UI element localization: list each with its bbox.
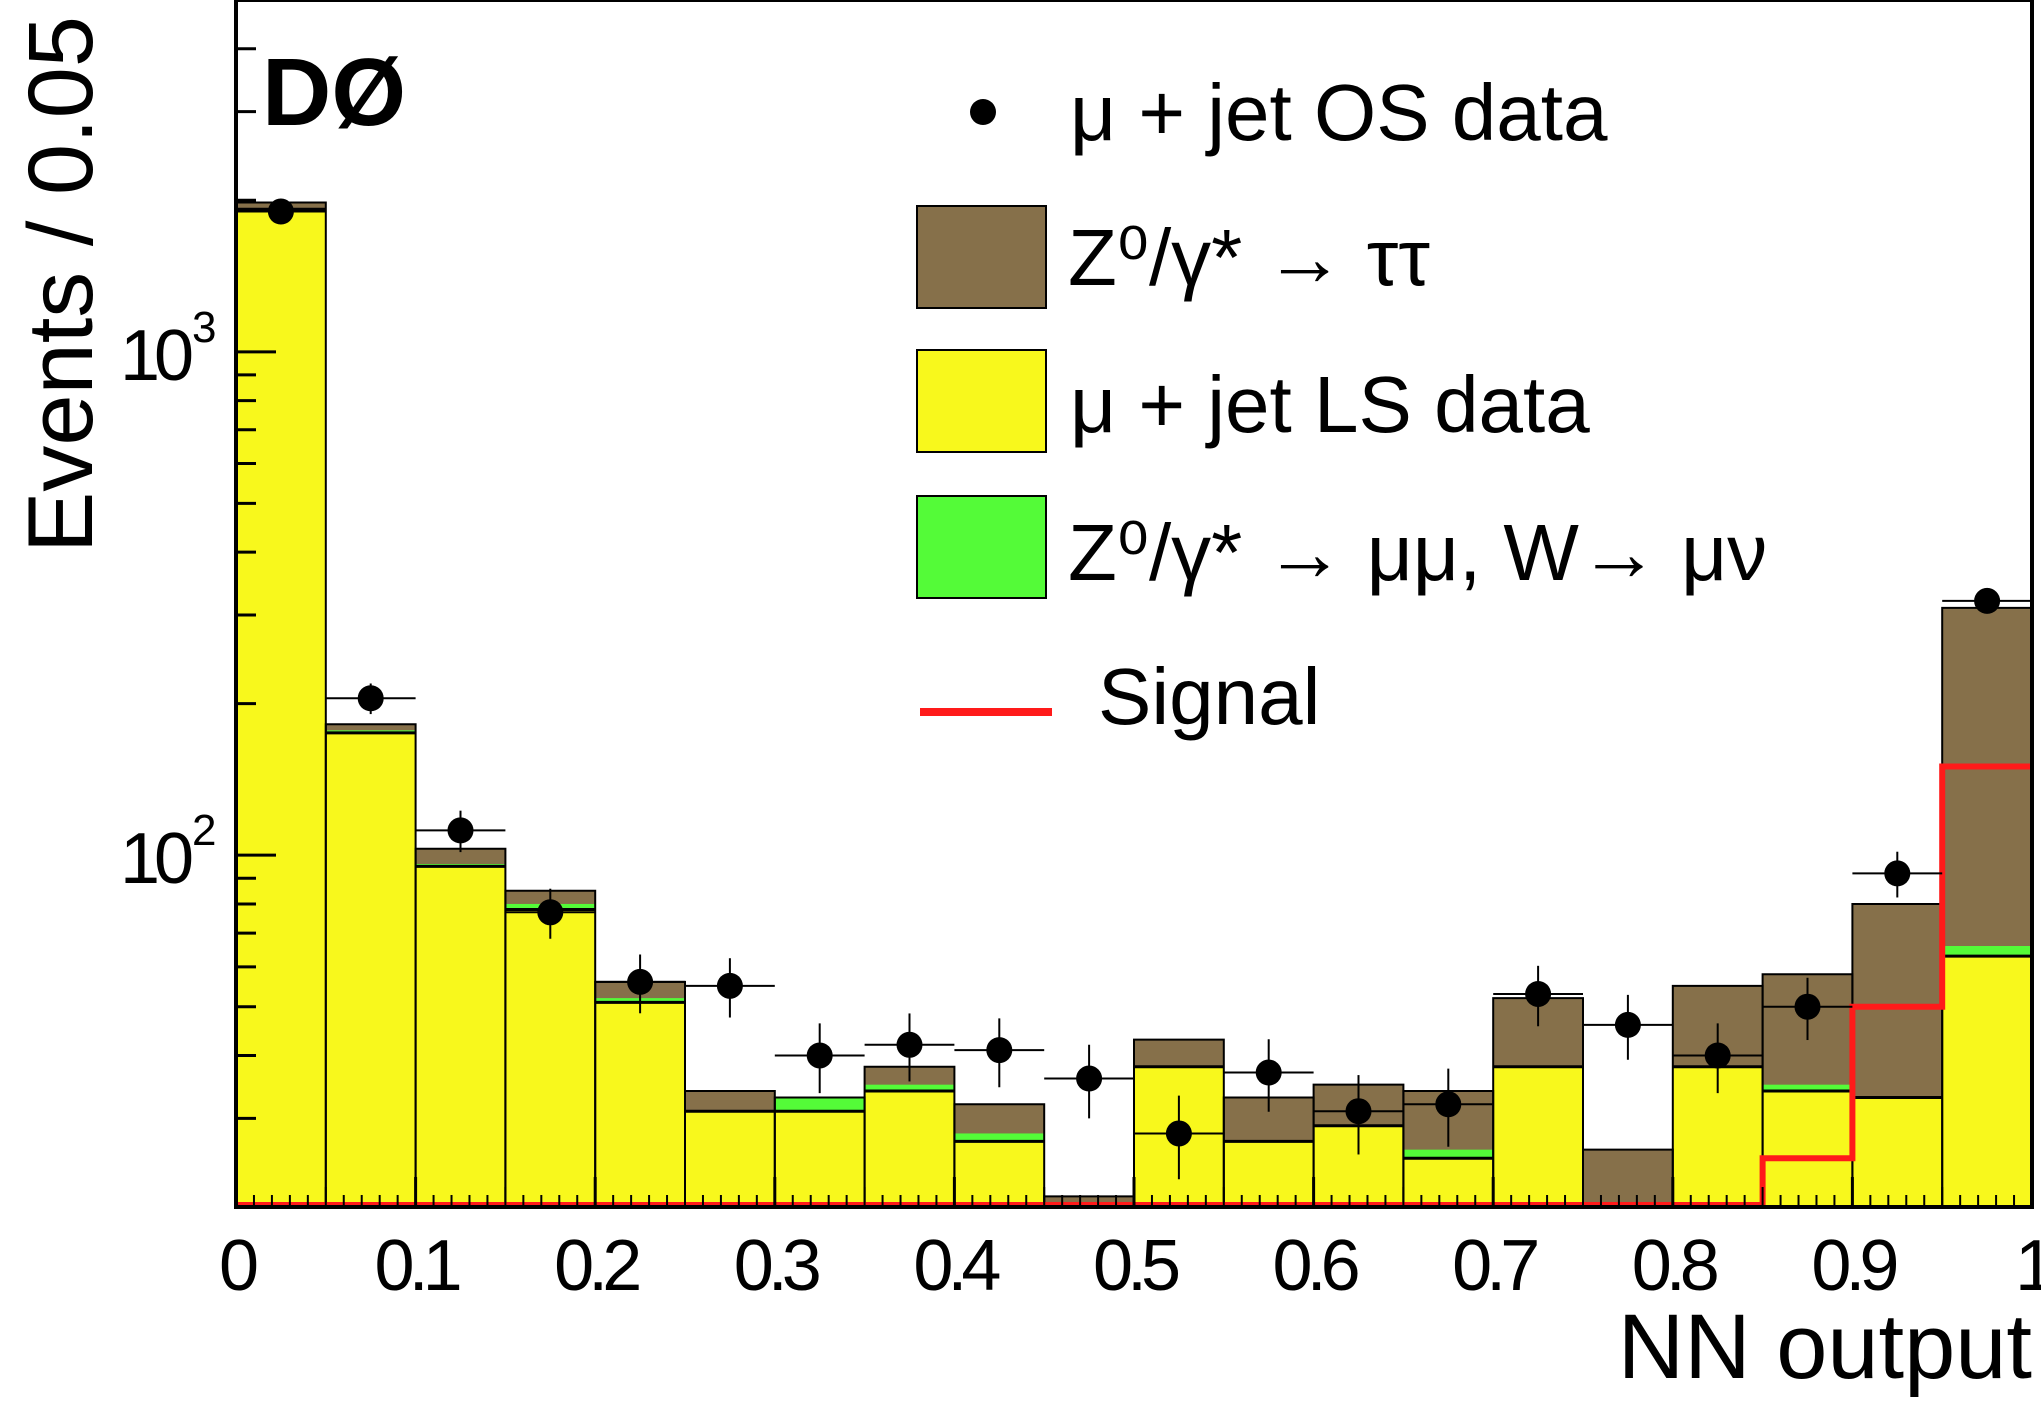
data-point-2 (447, 817, 474, 844)
data-point-9 (1076, 1065, 1103, 1092)
x-tick-label: 0.4 (913, 1226, 999, 1306)
bar--jet-ls-data-bin-1 (325, 732, 416, 1207)
y-tick-exponent: 3 (192, 303, 216, 352)
data-point-15 (1614, 1011, 1641, 1038)
data-point-18 (1884, 860, 1911, 887)
bar--jet-ls-data-bin-17 (1762, 1091, 1853, 1207)
bar--jet-ls-data-bin-3 (505, 909, 596, 1207)
bar--jet-ls-data-bin-13 (1403, 1158, 1494, 1207)
data-point-19 (1974, 587, 2001, 614)
x-tick-label: 0.6 (1273, 1226, 1358, 1306)
bar--jet-ls-data-bin-2 (415, 866, 506, 1207)
legend-label-zmumu-w: Z⁰/γ* → μμ, W→ μν (1068, 508, 1767, 597)
stack-outline-bin-8 (953, 1103, 1046, 1207)
x-tick-label: 0 (219, 1226, 257, 1306)
x-tick-label: 0.8 (1632, 1226, 1717, 1306)
x-axis-label: NN output (1618, 1296, 2032, 1398)
legend-label-ztautau: Z⁰/γ* → ττ (1068, 213, 1430, 302)
bar--jet-ls-data-bin-7 (864, 1091, 955, 1207)
data-point-7 (896, 1031, 923, 1058)
bar--jet-ls-data-bin-6 (774, 1111, 865, 1207)
data-points (236, 198, 2032, 1180)
bar--jet-ls-data-bin-0 (236, 209, 326, 1208)
x-tick-label: 0.9 (1811, 1226, 1896, 1306)
data-point-1 (357, 685, 384, 712)
data-point-11 (1255, 1059, 1282, 1086)
legend-swatch-zmumu-w (916, 495, 1047, 599)
x-tick-label: 0.1 (375, 1226, 460, 1306)
data-point-14 (1525, 980, 1552, 1007)
bar--jet-ls-data-bin-8 (954, 1141, 1045, 1207)
legend-marker-os-data (970, 99, 996, 125)
data-point-12 (1345, 1098, 1372, 1125)
y-tick-exponent: 2 (192, 806, 216, 855)
y-axis-label: Events / 0.05 (10, 16, 112, 553)
data-point-6 (806, 1042, 833, 1069)
data-point-10 (1165, 1120, 1192, 1147)
data-point-17 (1794, 993, 1821, 1020)
bar--jet-ls-data-bin-11 (1223, 1141, 1314, 1207)
x-tick-label: 0.7 (1452, 1226, 1537, 1306)
y-tick-label: 10 (120, 316, 192, 396)
histogram-bars (235, 201, 2033, 1209)
y-tick-label: 10 (120, 819, 192, 899)
experiment-label: DØ (262, 39, 406, 146)
x-tick-label: 0.5 (1093, 1226, 1179, 1306)
legend-swatch-ztautau (916, 205, 1047, 309)
bar--jet-ls-data-bin-4 (595, 1002, 685, 1207)
bar--jet-ls-data-bin-18 (1852, 1097, 1943, 1207)
data-point-8 (986, 1037, 1013, 1064)
data-point-0 (267, 198, 294, 225)
legend-label-os-data: μ + jet OS data (1070, 68, 1608, 157)
data-point-16 (1704, 1042, 1731, 1069)
legend-swatch-ls-data (916, 349, 1047, 453)
x-tick-label: 0.3 (734, 1226, 819, 1306)
x-tick-label: 1 (2015, 1226, 2041, 1306)
bar-z--bin-15 (1583, 1149, 1673, 1207)
data-point-4 (627, 968, 654, 995)
bar--jet-ls-data-bin-19 (1942, 956, 2032, 1207)
bar--jet-ls-data-bin-14 (1493, 1066, 1583, 1207)
data-point-5 (716, 972, 743, 999)
legend-label-signal: Signal (1098, 652, 1320, 741)
x-tick-label: 0.2 (554, 1226, 639, 1306)
data-point-3 (537, 899, 564, 926)
bar--jet-ls-data-bin-5 (685, 1111, 775, 1207)
legend-label-ls-data: μ + jet LS data (1070, 360, 1590, 449)
bar-z--bin-9 (1044, 1196, 1134, 1207)
legend: μ + jet OS data Z⁰/γ* → ττ μ + jet LS da… (916, 68, 1767, 741)
data-point-13 (1435, 1091, 1462, 1118)
